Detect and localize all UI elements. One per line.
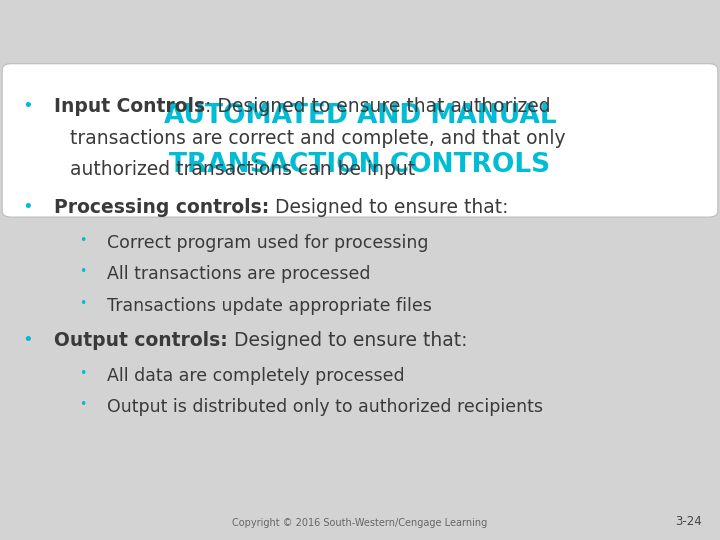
Text: TRANSACTION CONTROLS: TRANSACTION CONTROLS (169, 152, 551, 178)
Text: Designed to ensure that:: Designed to ensure that: (269, 198, 509, 217)
Text: •: • (79, 234, 86, 247)
Text: 3-24: 3-24 (675, 515, 702, 528)
Text: Correct program used for processing: Correct program used for processing (107, 234, 428, 252)
Text: transactions are correct and complete, and that only: transactions are correct and complete, a… (70, 129, 565, 147)
Text: Transactions update appropriate files: Transactions update appropriate files (107, 296, 431, 315)
Text: •: • (79, 296, 86, 309)
Text: •: • (79, 367, 86, 380)
Text: Input Controls: Input Controls (54, 97, 205, 116)
Text: Processing controls:: Processing controls: (54, 198, 269, 217)
Text: All data are completely processed: All data are completely processed (107, 367, 404, 385)
Text: : Designed to ensure that authorized: : Designed to ensure that authorized (205, 97, 551, 116)
Text: •: • (22, 97, 32, 115)
Text: Designed to ensure that:: Designed to ensure that: (228, 330, 467, 350)
Text: All transactions are processed: All transactions are processed (107, 265, 370, 284)
Text: •: • (79, 265, 86, 278)
FancyBboxPatch shape (2, 64, 718, 217)
Text: AUTOMATED AND MANUAL: AUTOMATED AND MANUAL (163, 103, 557, 129)
Text: authorized transactions can be input: authorized transactions can be input (70, 160, 415, 179)
Text: •: • (22, 330, 32, 349)
Text: Copyright © 2016 South-Western/Cengage Learning: Copyright © 2016 South-Western/Cengage L… (233, 518, 487, 528)
Text: Output controls:: Output controls: (54, 330, 228, 350)
Text: Output is distributed only to authorized recipients: Output is distributed only to authorized… (107, 398, 543, 416)
Text: •: • (22, 198, 32, 216)
Text: •: • (79, 398, 86, 411)
